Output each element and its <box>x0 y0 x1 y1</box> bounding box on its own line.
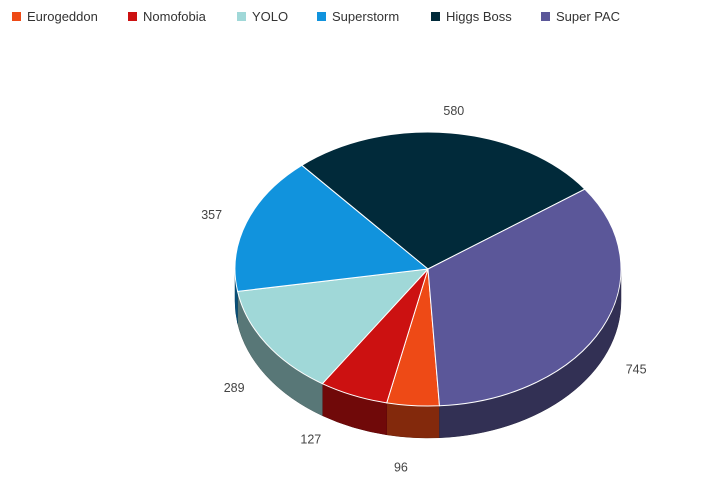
legend-label: Eurogeddon <box>27 9 98 24</box>
legend-swatch <box>431 12 440 21</box>
data-label-higgs-boss: 580 <box>443 104 464 118</box>
data-labels: 96 127 289 357 580 745 <box>201 104 646 474</box>
legend-label: Superstorm <box>332 9 399 24</box>
legend-item-yolo[interactable]: YOLO <box>237 9 288 24</box>
legend-swatch <box>317 12 326 21</box>
data-label-eurogeddon: 96 <box>394 461 408 475</box>
legend-swatch <box>128 12 137 21</box>
data-label-super-pac: 745 <box>626 362 647 376</box>
slice-super-pac[interactable] <box>427 188 622 407</box>
pie-sides <box>234 268 622 439</box>
slice-side-eurogeddon <box>386 402 440 439</box>
legend-item-superstorm[interactable]: Superstorm <box>317 9 399 24</box>
legend-swatch <box>541 12 550 21</box>
legend-item-eurogeddon[interactable]: Eurogeddon <box>12 9 98 24</box>
pie-slices <box>234 131 622 407</box>
slice-higgs-boss[interactable] <box>300 131 586 270</box>
legend-label: YOLO <box>252 9 288 24</box>
legend-label: Higgs Boss <box>446 9 512 24</box>
legend-item-super-pac[interactable]: Super PAC <box>541 9 620 24</box>
legend-swatch <box>237 12 246 21</box>
legend-item-nomofobia[interactable]: Nomofobia <box>128 9 207 24</box>
legend-item-higgs-boss[interactable]: Higgs Boss <box>431 9 512 24</box>
data-label-nomofobia: 127 <box>300 433 321 447</box>
data-label-yolo: 289 <box>224 381 245 395</box>
legend-swatch <box>12 12 21 21</box>
legend: Eurogeddon Nomofobia YOLO Superstorm Higgs B… <box>12 9 620 24</box>
slice-superstorm[interactable] <box>234 164 430 292</box>
slice-yolo[interactable] <box>236 268 430 385</box>
data-label-superstorm: 357 <box>201 208 222 222</box>
legend-label: Nomofobia <box>143 9 207 24</box>
legend-label: Super PAC <box>556 9 620 24</box>
